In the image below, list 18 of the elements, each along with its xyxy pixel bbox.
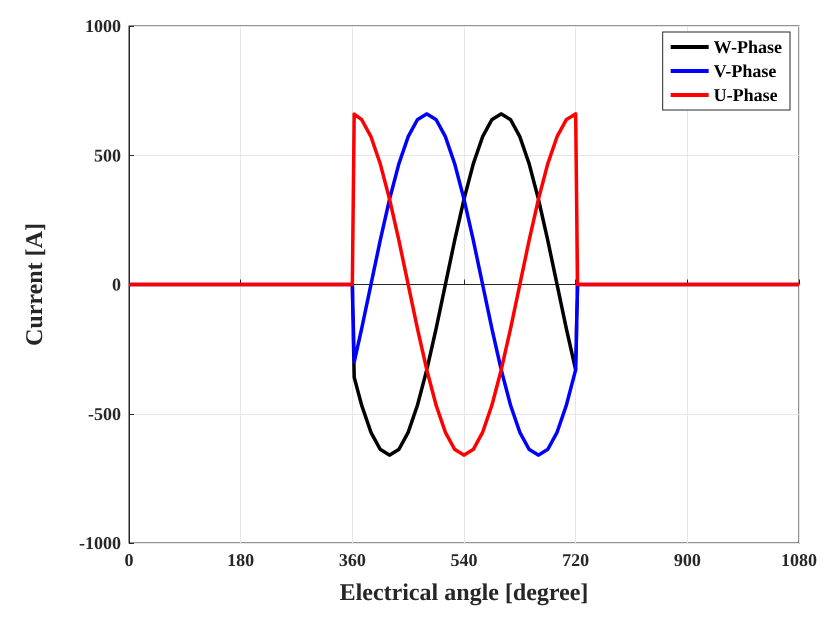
line-series [127,112,801,457]
y-tick-label: -1000 [79,533,121,553]
x-tick-label: 720 [562,550,590,570]
legend-label: V-Phase [714,61,776,81]
x-tick-label: 180 [227,550,254,570]
x-tick-label: 540 [450,550,478,570]
legend-label: U-Phase [714,85,778,105]
y-axis-title: Current [A] [22,223,48,346]
x-tick-label: 360 [338,550,366,570]
legend-label: W-Phase [714,37,782,57]
y-tick-label: 0 [112,274,121,294]
x-tick-label: 900 [674,550,701,570]
x-tick-label: 0 [124,550,134,570]
y-tick-label: 500 [94,145,121,166]
x-tick-label: 1080 [781,550,817,570]
y-tick-label: 1000 [85,16,121,36]
x-axis-title: Electrical angle [degree] [340,580,588,606]
y-tick-label: -500 [88,404,121,424]
